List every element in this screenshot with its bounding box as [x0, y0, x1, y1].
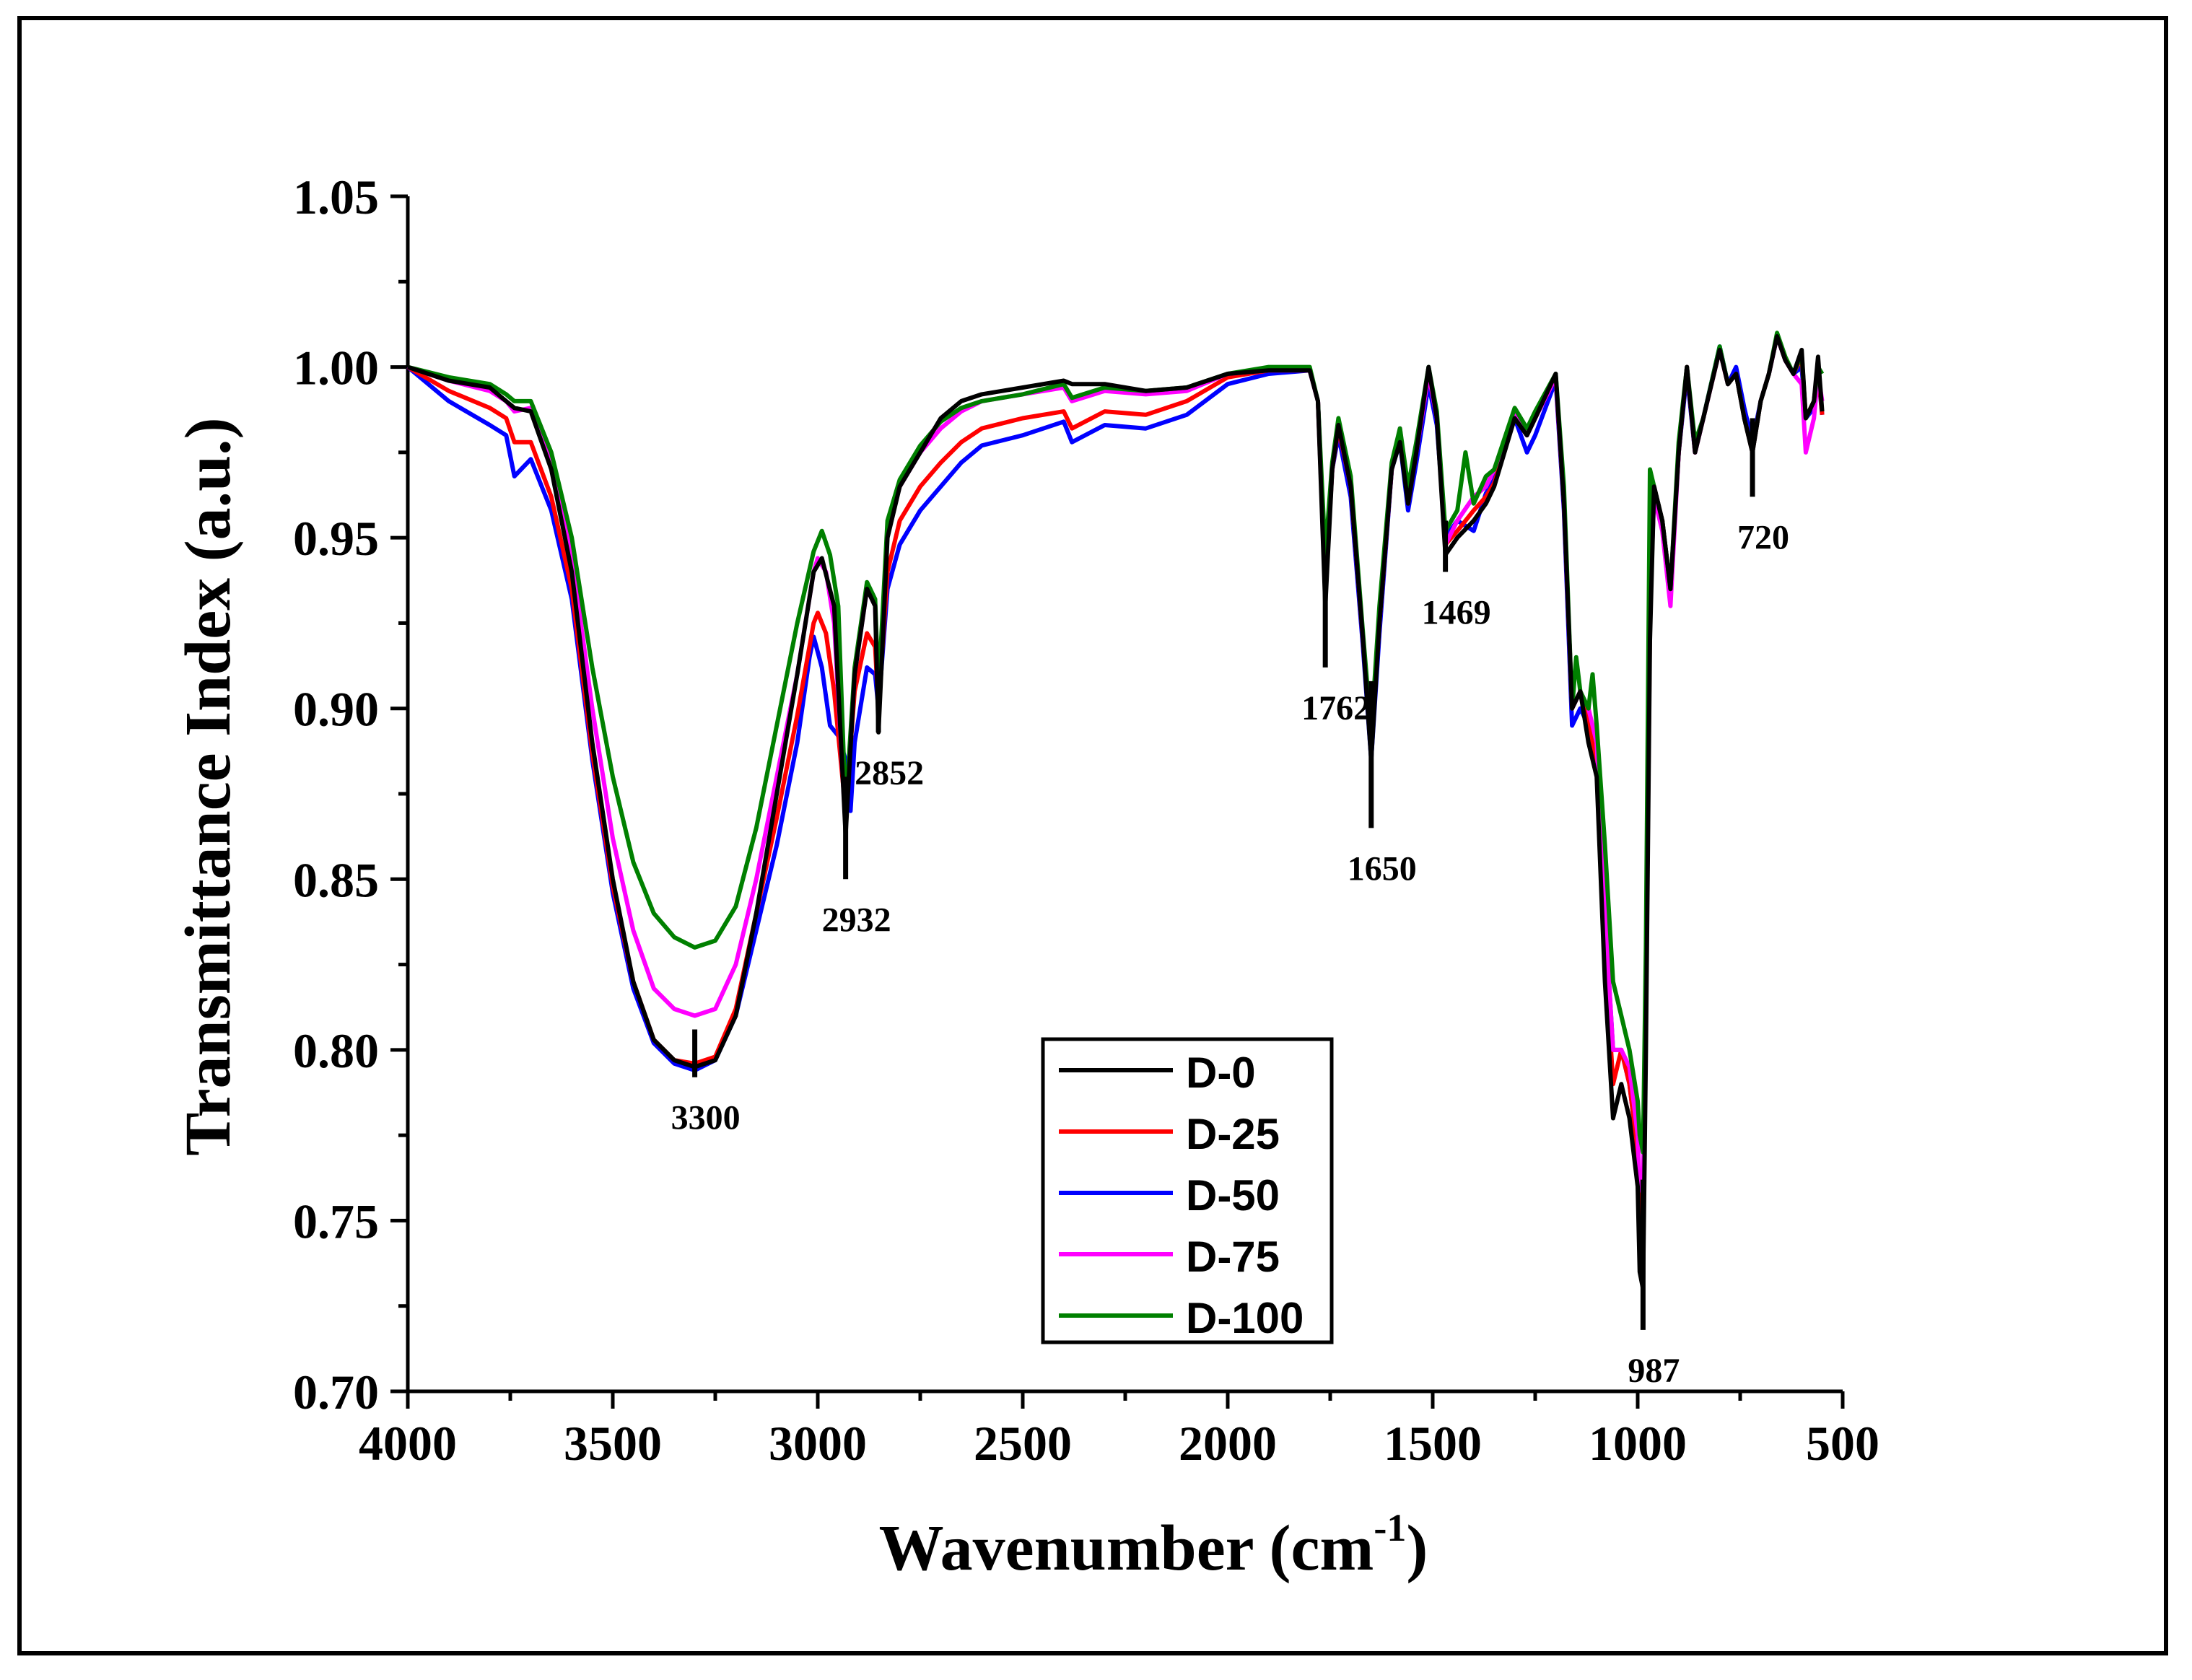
peak-label-720: 720: [1737, 518, 1789, 556]
legend-label-d25: D-25: [1186, 1110, 1280, 1158]
legend-label-d100: D-100: [1186, 1294, 1304, 1342]
y-tick-label: 0.95: [293, 511, 379, 566]
legend-label-d75: D-75: [1186, 1233, 1280, 1281]
y-tick-label: 0.70: [293, 1365, 379, 1419]
y-axis-label: Transmittance Index (a.u.): [173, 417, 244, 1155]
legend-label-d50: D-50: [1186, 1171, 1280, 1220]
x-tick-label: 2500: [974, 1416, 1072, 1471]
y-tick-label: 0.85: [293, 852, 379, 907]
peak-label-987: 987: [1628, 1352, 1680, 1390]
peak-label-2852: 2852: [855, 754, 924, 792]
x-tick-label: 3500: [564, 1416, 662, 1471]
figure-frame: [17, 16, 2168, 1655]
peak-label-2932: 2932: [822, 901, 891, 939]
x-axis-label: Wavenumber (cm-1): [879, 1506, 1428, 1584]
peak-label-3300: 3300: [671, 1099, 741, 1137]
y-tick-label: 0.75: [293, 1194, 379, 1248]
x-tick-label: 1000: [1589, 1416, 1687, 1471]
y-tick-label: 0.80: [293, 1023, 379, 1078]
x-tick-label: 1500: [1384, 1416, 1482, 1471]
legend-label-d0: D-0: [1186, 1049, 1256, 1097]
x-tick-label: 4000: [359, 1416, 457, 1471]
legend: D-0 D-25 D-50 D-75 D-100: [1041, 1037, 1334, 1344]
y-tick-label: 1.00: [293, 341, 379, 395]
x-axis-label-main: Wavenumber (cm: [879, 1513, 1374, 1584]
peak-label-1650: 1650: [1348, 849, 1417, 888]
y-tick-label: 0.90: [293, 682, 379, 737]
x-tick-label: 3000: [769, 1416, 867, 1471]
annotation-layer: 3300 2932 2852 1762 1650 1469 720 987: [671, 418, 1789, 1390]
x-tick-label: 2000: [1179, 1416, 1277, 1471]
peak-label-1469: 1469: [1422, 593, 1491, 631]
series-line-d-0: [407, 334, 1825, 1292]
x-axis-label-sup: -1: [1374, 1506, 1406, 1549]
y-tick-label: 1.05: [293, 170, 379, 224]
x-tick-label: 500: [1806, 1416, 1879, 1471]
peak-label-1762: 1762: [1301, 689, 1371, 727]
x-axis-label-close: ): [1406, 1513, 1428, 1584]
series-layer: [406, 331, 1825, 1292]
axes: 0.70 0.75 0.80 0.85 0.90 0.95 1.00 1.05 4000 3500…: [293, 170, 1879, 1471]
